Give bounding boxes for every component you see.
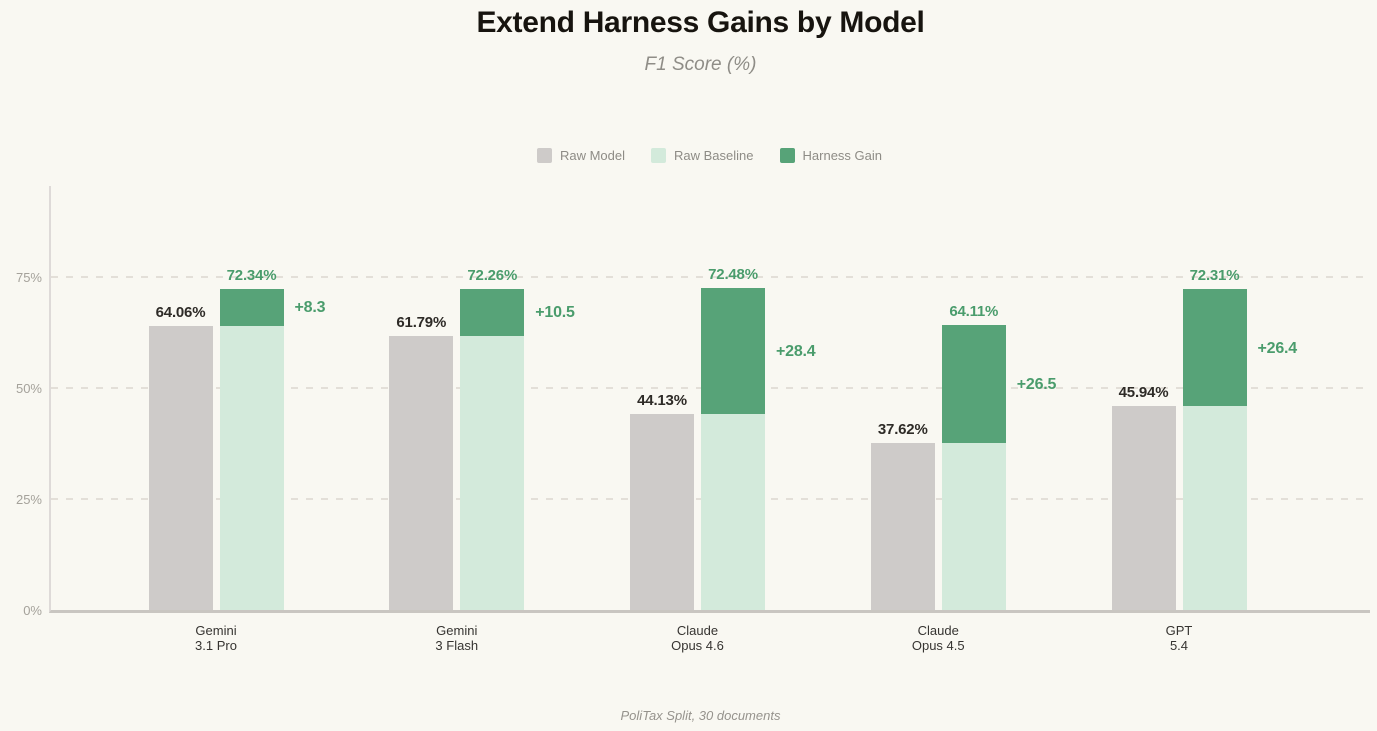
total-value-label: 72.34% xyxy=(226,266,277,284)
raw-baseline-swatch-icon xyxy=(651,148,667,163)
x-axis-label-line: Opus 4.6 xyxy=(671,638,724,653)
total-value-label: 64.11% xyxy=(949,303,999,321)
x-axis-label: Gemini 3.1 Pro xyxy=(149,623,284,653)
x-axis-label-line: Claude xyxy=(917,623,959,638)
plot-area: 64.06% 72.34% +8.3 Gemini 3.1 Pro 61.79% 72.26… xyxy=(49,186,1370,653)
legend-label: Harness Gain xyxy=(802,148,882,163)
x-axis-label-line: Gemini xyxy=(195,623,237,638)
harness-gain-bar xyxy=(219,288,284,326)
raw-model-bar xyxy=(1111,406,1176,610)
legend-item-raw-model: Raw Model xyxy=(536,148,626,163)
x-axis-label-line: 3.1 Pro xyxy=(195,638,237,653)
raw-model-bar xyxy=(148,325,213,610)
raw-value-label: 44.13% xyxy=(637,392,687,410)
gain-annotation: +26.5 xyxy=(1016,376,1057,394)
gain-annotation: +8.3 xyxy=(294,299,326,317)
x-axis-label-line: 3 Flash xyxy=(435,638,479,653)
chart-title: Extend Harness Gains by Model xyxy=(476,6,925,39)
harness-gain-bar xyxy=(460,289,525,336)
bar-group: 64.06% 72.34% +8.3 Gemini 3.1 Pro xyxy=(148,186,325,653)
total-value-label: 72.48% xyxy=(708,266,758,284)
y-axis: 0% 25% 50% 75% xyxy=(0,186,44,618)
x-axis-label: Claude Opus 4.6 xyxy=(630,623,765,653)
legend: Raw Model Raw Baseline Harness Gain xyxy=(0,148,1377,163)
gridline xyxy=(51,276,1370,279)
raw-model-bar xyxy=(870,442,935,610)
raw-baseline-bar xyxy=(1182,406,1247,610)
y-tick-label: 25% xyxy=(15,492,42,508)
gain-annotation: +10.5 xyxy=(535,304,575,322)
gain-annotation: +26.4 xyxy=(1257,339,1298,357)
bar-group: 44.13% 72.48% +28.4 Claude Opus 4.6 xyxy=(630,186,816,653)
raw-baseline-bar xyxy=(219,325,284,610)
chart-subtitle: F1 Score (%) xyxy=(644,54,757,75)
x-axis-label-line: Gemini xyxy=(436,623,478,638)
x-axis-label: Gemini 3 Flash xyxy=(389,623,524,653)
raw-value-label: 61.79% xyxy=(396,313,447,331)
raw-baseline-bar xyxy=(460,335,525,610)
x-axis-label-line: 5.4 xyxy=(1169,638,1189,653)
y-tick-label: 75% xyxy=(15,270,42,286)
x-axis-label: GPT 5.4 xyxy=(1112,623,1247,653)
legend-item-harness-gain: Harness Gain xyxy=(779,148,882,163)
raw-value-label: 37.62% xyxy=(877,420,928,438)
x-axis-label: Claude Opus 4.5 xyxy=(871,623,1006,653)
raw-model-swatch-icon xyxy=(536,148,552,163)
bar-group: 37.62% 64.11% +26.5 Claude Opus 4.5 xyxy=(870,186,1056,653)
chart-page: Extend Harness Gains by Model F1 Score (… xyxy=(0,6,1377,731)
y-tick-label: 50% xyxy=(15,381,42,397)
x-axis-label-line: Claude xyxy=(676,623,719,638)
total-value-label: 72.26% xyxy=(467,267,518,285)
chart-header: Extend Harness Gains by Model F1 Score (… xyxy=(0,6,1377,76)
harness-gain-swatch-icon xyxy=(779,148,795,163)
raw-model-bar xyxy=(630,414,694,610)
legend-item-raw-baseline: Raw Baseline xyxy=(651,148,754,163)
raw-value-label: 45.94% xyxy=(1118,384,1169,402)
total-value-label: 72.31% xyxy=(1189,266,1240,284)
bar-group: 61.79% 72.26% +10.5 Gemini 3 Flash xyxy=(389,186,575,653)
harness-gain-bar xyxy=(1182,288,1247,407)
raw-model-bar xyxy=(389,335,454,610)
raw-value-label: 64.06% xyxy=(155,303,206,321)
x-axis-label-line: GPT xyxy=(1165,623,1193,638)
y-tick-label: 0% xyxy=(23,603,42,618)
raw-baseline-bar xyxy=(701,414,765,610)
harness-gain-bar xyxy=(701,288,765,415)
bar-group: 45.94% 72.31% +26.4 GPT 5.4 xyxy=(1111,186,1297,653)
chart-caption: PoliTax Split, 30 documents xyxy=(620,708,781,723)
harness-gain-bar xyxy=(941,325,1006,443)
gain-annotation: +28.4 xyxy=(776,343,816,361)
legend-label: Raw Model xyxy=(559,148,626,163)
legend-label: Raw Baseline xyxy=(674,148,754,163)
x-axis-label-line: Opus 4.5 xyxy=(911,638,965,653)
raw-baseline-bar xyxy=(941,442,1006,610)
